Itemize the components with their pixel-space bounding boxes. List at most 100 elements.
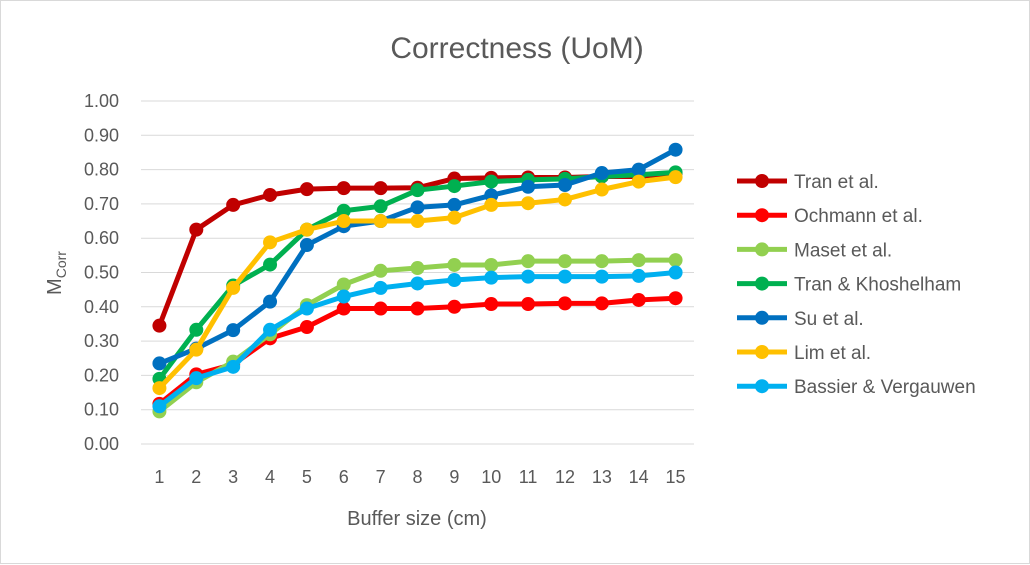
data-point (226, 280, 241, 295)
legend-label: Bassier & Vergauwen (794, 377, 976, 398)
y-tick-label: 0.60 (84, 228, 119, 248)
x-tick-label: 9 (449, 467, 459, 487)
legend-swatch-marker (755, 208, 769, 223)
data-point (152, 381, 167, 396)
x-tick-label: 11 (519, 467, 538, 487)
data-point (631, 268, 646, 283)
grid-lines (141, 100, 694, 411)
data-point (410, 183, 425, 198)
data-point (373, 199, 388, 214)
data-point (521, 297, 536, 312)
data-point (373, 214, 388, 229)
data-point (594, 296, 609, 311)
x-tick-label: 15 (666, 467, 686, 487)
data-point (189, 371, 204, 386)
series-4 (152, 142, 683, 371)
data-point (447, 273, 462, 288)
data-point (631, 174, 646, 189)
legend-item: Ochmann et al. (737, 206, 923, 227)
y-axis-ticks: 0.00 0.10 0.20 0.30 0.40 0.50 0.60 0.70 0.80 0.90… (84, 91, 119, 454)
data-point (668, 291, 683, 306)
data-point (447, 257, 462, 272)
legend-label: Su et al. (794, 309, 864, 330)
data-point (484, 257, 499, 272)
x-tick-label: 8 (412, 467, 422, 487)
legend-swatch-marker (755, 379, 769, 394)
legend-label: Ochmann et al. (794, 206, 923, 227)
y-tick-label: 0.70 (84, 194, 119, 214)
data-point (336, 203, 351, 218)
series-1 (152, 291, 683, 411)
data-point (299, 222, 314, 237)
data-point (373, 280, 388, 295)
data-point (557, 178, 572, 193)
data-point (226, 359, 241, 374)
data-point (631, 253, 646, 268)
legend-item: Lim et al. (737, 343, 871, 364)
y-tick-label: 0.30 (84, 331, 119, 351)
series-5 (152, 170, 683, 396)
data-point (631, 292, 646, 307)
data-point (557, 296, 572, 311)
data-point (410, 200, 425, 215)
y-tick-label: 0.10 (84, 400, 119, 420)
x-tick-label: 3 (228, 467, 238, 487)
data-point (152, 318, 167, 333)
y-tick-label: 0.00 (84, 434, 119, 454)
x-tick-label: 10 (481, 467, 501, 487)
data-point (484, 197, 499, 212)
data-point (521, 254, 536, 269)
data-point (557, 269, 572, 284)
data-point (447, 210, 462, 225)
x-tick-label: 13 (592, 467, 612, 487)
data-point (226, 197, 241, 212)
x-tick-label: 12 (555, 467, 575, 487)
x-tick-label: 4 (265, 467, 275, 487)
data-point (668, 142, 683, 157)
data-point (299, 238, 314, 253)
y-tick-label: 0.80 (84, 160, 119, 180)
data-point (484, 270, 499, 285)
y-tick-label: 0.40 (84, 297, 119, 317)
data-point (263, 322, 278, 337)
data-point (410, 301, 425, 316)
x-tick-label: 1 (154, 467, 164, 487)
legend-item: Tran & Khoshelham (737, 275, 961, 296)
series-6 (152, 265, 683, 414)
x-axis-ticks: 1 2 3 4 5 6 7 8 9 10 11 12 13 14 15 (154, 467, 685, 487)
legend-label: Lim et al. (794, 343, 871, 364)
data-point (336, 289, 351, 304)
x-tick-label: 14 (629, 467, 649, 487)
y-tick-label: 1.00 (84, 91, 119, 111)
legend-item: Maset et al. (737, 240, 892, 261)
data-point (557, 192, 572, 207)
data-point (484, 297, 499, 312)
data-point (299, 301, 314, 316)
series-group (152, 142, 683, 419)
data-point (373, 301, 388, 316)
data-point (668, 265, 683, 280)
data-point (631, 162, 646, 177)
y-axis-label: MCorr (44, 251, 69, 295)
x-tick-label: 2 (191, 467, 201, 487)
data-point (263, 187, 278, 202)
x-axis-label: Buffer size (cm) (347, 508, 487, 530)
legend-swatch-marker (755, 174, 769, 188)
y-axis-label-main: M (44, 278, 66, 295)
data-point (299, 182, 314, 197)
legend-label: Tran et al. (794, 172, 879, 193)
data-point (484, 174, 499, 189)
legend: Tran et al. Ochmann et al. Maset et al. Tra… (737, 172, 976, 398)
data-point (410, 261, 425, 276)
chart-title: Correctness (UoM) (390, 32, 643, 65)
data-point (263, 294, 278, 309)
legend-label: Tran & Khoshelham (794, 275, 961, 296)
data-point (263, 257, 278, 272)
data-point (668, 170, 683, 185)
legend-swatch-marker (755, 345, 769, 359)
data-point (447, 299, 462, 314)
x-tick-label: 7 (376, 467, 386, 487)
legend-swatch-marker (755, 310, 769, 325)
